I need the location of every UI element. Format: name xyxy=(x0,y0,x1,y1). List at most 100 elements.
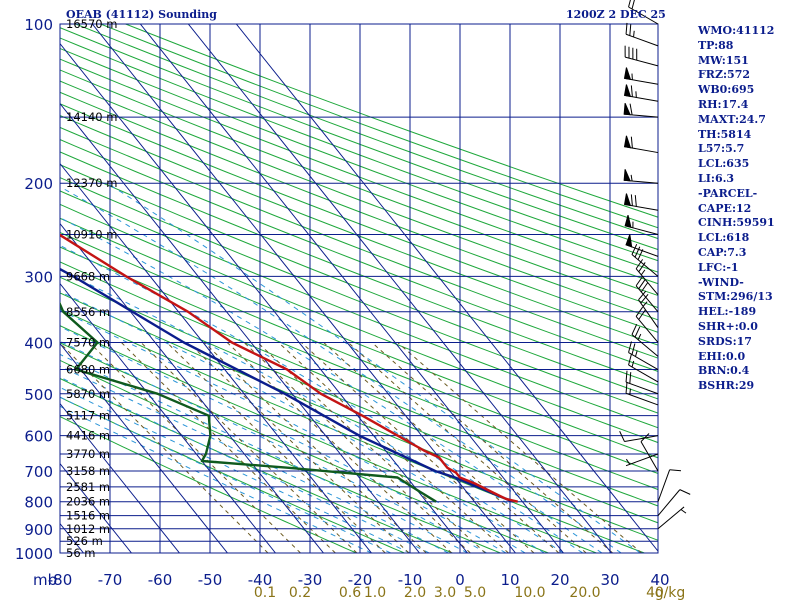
plot-border xyxy=(59,23,659,554)
stat-line: SRDS:17 xyxy=(698,334,752,348)
wind-barb-full xyxy=(631,343,636,355)
stat-line: L57:5.7 xyxy=(698,142,745,156)
wind-barb-half xyxy=(642,301,648,307)
wind-barb-flag xyxy=(623,103,631,116)
wind-barb-staff xyxy=(657,489,681,516)
temperature-tick-label: 30 xyxy=(600,571,619,589)
wind-barb-staff xyxy=(624,435,659,443)
height-label: 2036 m xyxy=(66,495,110,509)
wind-barb-full xyxy=(630,194,633,206)
stat-line: WB0:695 xyxy=(698,83,755,97)
stat-line: TP:88 xyxy=(698,38,734,52)
isotherm-line xyxy=(60,342,228,553)
wind-barb-staff xyxy=(628,352,659,370)
height-label: 1516 m xyxy=(66,509,110,523)
wind-barbs xyxy=(619,0,691,530)
height-label: 7570 m xyxy=(66,335,110,349)
wind-barb-full xyxy=(638,309,646,320)
wind-barb-half xyxy=(680,509,687,514)
stat-line: TH:5814 xyxy=(698,127,752,141)
stat-line: -WIND- xyxy=(698,275,744,289)
parcel-trace-line xyxy=(60,267,514,503)
height-label: 16570 m xyxy=(66,17,117,31)
wind-barb-staff xyxy=(625,381,659,395)
height-label: 1012 m xyxy=(66,522,110,536)
mixing-ratio-label: 40 xyxy=(646,585,664,600)
wind-barb-full xyxy=(629,372,632,384)
pressure-tick-label: 100 xyxy=(24,16,53,34)
wind-barb-staff xyxy=(631,254,659,277)
pressure-tick-label: 400 xyxy=(24,334,53,352)
mixing-ratio-label: 1.0 xyxy=(364,585,386,600)
wind-barb-half xyxy=(630,174,633,182)
wind-barb-full xyxy=(628,0,631,8)
wind-barb-full xyxy=(635,306,644,317)
temperature-tick-label: -40 xyxy=(248,571,273,589)
wind-barb-staff xyxy=(657,506,685,530)
pressure-tick-label: 600 xyxy=(24,428,53,446)
height-label: 56 m xyxy=(66,546,96,560)
stat-line: LFC:-1 xyxy=(698,260,739,274)
pressure-tick-label: 800 xyxy=(24,494,53,512)
wind-barb-staff xyxy=(631,334,659,357)
wind-barb-full xyxy=(630,136,633,149)
wind-barb-staff xyxy=(625,56,659,67)
stat-line: SHR+:0.0 xyxy=(698,319,758,333)
stat-line: STM:296/13 xyxy=(698,290,773,304)
temperature-tick-label: -80 xyxy=(48,571,73,589)
temperature-line xyxy=(60,233,518,503)
x-axis-unit-label: mb xyxy=(33,571,57,589)
wind-barb-staff xyxy=(635,316,659,343)
wind-barb-full xyxy=(628,353,632,366)
pressure-tick-label: 1000 xyxy=(15,545,53,563)
wind-barb-flag xyxy=(623,67,632,81)
stat-line: LCL:635 xyxy=(698,157,750,171)
wind-barb-full xyxy=(630,85,633,97)
wind-barb-staff xyxy=(625,33,659,47)
wind-barb-half xyxy=(631,360,635,368)
stat-line: CAPE:12 xyxy=(698,201,752,215)
wind-barb-half xyxy=(637,333,642,340)
wind-barb-staff xyxy=(625,392,659,406)
isotherm-line xyxy=(139,24,564,553)
stat-line: CAP:7.3 xyxy=(698,245,747,259)
temperature-tick-label: 40 xyxy=(650,571,669,589)
wind-barb-flag xyxy=(623,169,631,182)
mixing-ratio-label: 20.0 xyxy=(569,585,600,600)
isotherm-line xyxy=(60,402,180,553)
temperature-tick-label: 0 xyxy=(455,571,465,589)
isotherm-line xyxy=(235,24,658,552)
height-label: 10910 m xyxy=(66,228,117,242)
wind-barb-staff xyxy=(625,453,659,467)
wind-barb-full xyxy=(625,22,628,35)
chart-title: OEAB (41112) Sounding xyxy=(66,8,217,21)
pressure-tick-label: 900 xyxy=(24,521,53,539)
height-label: 5870 m xyxy=(66,387,110,401)
wind-barb-staff xyxy=(628,364,659,383)
wind-barb-half xyxy=(640,269,646,276)
pressure-tick-label: 700 xyxy=(24,463,53,481)
temperature-tick-label: -30 xyxy=(298,571,323,589)
wind-barb-full xyxy=(629,103,633,115)
stat-line: -PARCEL- xyxy=(698,186,758,200)
wind-barb-half xyxy=(635,350,638,357)
height-label: 14140 m xyxy=(66,110,117,124)
wind-barb-full xyxy=(640,433,650,442)
mixing-ratio-label: 3.0 xyxy=(434,585,456,600)
mixing-ratio-label: 2.0 xyxy=(404,585,426,600)
isotherm-line xyxy=(60,42,468,553)
wind-barb-flag xyxy=(625,234,633,248)
wind-barb-half xyxy=(629,388,631,395)
wind-barb-full xyxy=(634,195,637,207)
stat-line: EHI:0.0 xyxy=(698,349,746,363)
wind-barb-full xyxy=(631,323,638,335)
wind-barb-full xyxy=(669,469,682,472)
stat-line: FRZ:572 xyxy=(698,68,751,82)
temperature-tick-label: 20 xyxy=(550,571,569,589)
wind-barb-full xyxy=(635,276,644,287)
isotherm-line xyxy=(187,24,612,553)
wind-barb-full xyxy=(628,341,632,353)
wind-barb-full xyxy=(625,370,628,383)
